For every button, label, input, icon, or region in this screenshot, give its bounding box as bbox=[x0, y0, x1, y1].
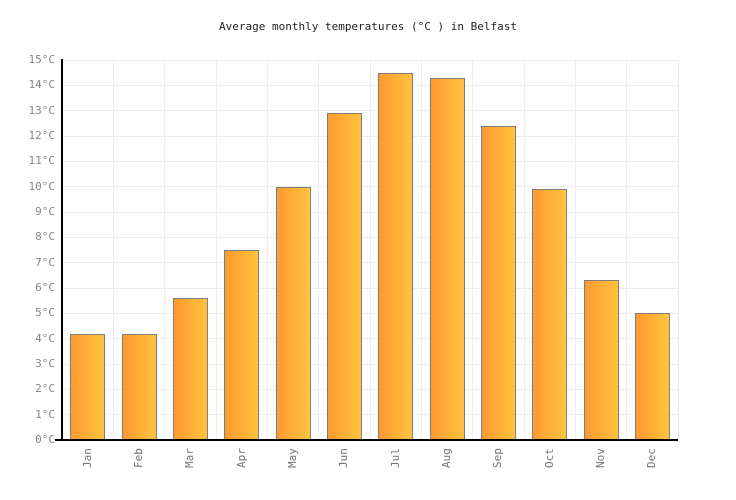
x-tick-label-apr: Apr bbox=[234, 448, 248, 468]
bar-jun bbox=[326, 113, 362, 440]
y-tick-label-0: 0°C bbox=[35, 433, 55, 446]
x-axis-line bbox=[55, 439, 678, 441]
gridline-horizontal bbox=[63, 135, 678, 137]
gridline-horizontal bbox=[63, 338, 678, 340]
gridline-horizontal bbox=[63, 414, 678, 416]
x-tick-label-sep: Sep bbox=[491, 448, 505, 468]
gridline-horizontal bbox=[63, 59, 678, 61]
bar-mar bbox=[172, 298, 208, 440]
y-tick-label-8: 8°C bbox=[35, 230, 55, 244]
gridline-vertical bbox=[215, 60, 217, 439]
gridline-horizontal bbox=[63, 110, 678, 112]
gridline-horizontal bbox=[63, 363, 678, 365]
y-tick-label-7: 7°C bbox=[35, 255, 55, 269]
bar-may bbox=[275, 186, 311, 440]
x-tick-label-may: May bbox=[286, 448, 299, 468]
gridline-vertical bbox=[420, 60, 422, 439]
y-tick-label-10: 10°C bbox=[28, 179, 56, 193]
x-tick-label-jul: Jul bbox=[388, 448, 402, 468]
gridline-vertical bbox=[626, 60, 628, 439]
x-tick-label-mar: Mar bbox=[183, 448, 197, 468]
gridline-vertical bbox=[472, 60, 474, 439]
bar-sep bbox=[480, 125, 516, 440]
x-tick-label-aug: Aug bbox=[440, 448, 453, 468]
y-tick-label-14: 14°C bbox=[28, 78, 56, 92]
y-tick-label-9: 9°C bbox=[35, 205, 55, 218]
y-tick-label-11: 11°C bbox=[28, 154, 56, 168]
gridline-horizontal bbox=[63, 236, 678, 238]
y-tick-label-3: 3°C bbox=[35, 357, 55, 370]
x-tick-label-nov: Nov bbox=[594, 448, 607, 468]
x-tick-label-dec: Dec bbox=[645, 448, 659, 468]
gridline-horizontal bbox=[63, 287, 678, 289]
bar-nov bbox=[583, 280, 619, 440]
gridline-vertical bbox=[523, 60, 525, 439]
gridline-horizontal bbox=[63, 262, 678, 264]
bar-dec bbox=[634, 313, 670, 440]
gridline-vertical bbox=[318, 60, 320, 439]
gridline-vertical bbox=[369, 60, 371, 439]
y-tick-label-5: 5°C bbox=[35, 306, 55, 320]
bar-oct bbox=[532, 189, 568, 440]
chart-title: Average monthly temperatures (°C ) in Be… bbox=[218, 20, 517, 33]
gridline-vertical bbox=[112, 60, 114, 439]
gridline-horizontal bbox=[63, 312, 678, 314]
gridline-vertical bbox=[677, 60, 679, 439]
gridline-horizontal bbox=[63, 160, 678, 162]
gridline-horizontal bbox=[63, 186, 678, 188]
bar-jan bbox=[70, 333, 106, 440]
gridline-vertical bbox=[164, 60, 166, 439]
y-tick-label-15: 15°C bbox=[28, 53, 56, 66]
gridline-horizontal bbox=[63, 84, 678, 86]
x-tick-label-feb: Feb bbox=[132, 448, 145, 468]
bar-jul bbox=[378, 72, 414, 440]
gridline-horizontal bbox=[63, 388, 678, 390]
y-axis-line bbox=[61, 59, 63, 441]
x-tick-label-jun: Jun bbox=[337, 448, 351, 468]
y-tick-label-4: 4°C bbox=[35, 331, 55, 345]
y-tick-label-12: 12°C bbox=[28, 129, 56, 142]
gridline-vertical bbox=[266, 60, 268, 439]
gridline-horizontal bbox=[63, 211, 678, 213]
bar-apr bbox=[224, 250, 260, 440]
y-tick-label-2: 2°C bbox=[35, 382, 55, 396]
bar-aug bbox=[429, 77, 465, 440]
gridline-vertical bbox=[574, 60, 576, 439]
y-tick-label-1: 1°C bbox=[35, 407, 55, 421]
x-tick-label-oct: Oct bbox=[542, 448, 556, 468]
x-tick-label-jan: Jan bbox=[80, 448, 94, 468]
y-tick-label-6: 6°C bbox=[35, 281, 55, 294]
y-tick-label-13: 13°C bbox=[28, 103, 56, 117]
bar-feb bbox=[121, 333, 157, 440]
